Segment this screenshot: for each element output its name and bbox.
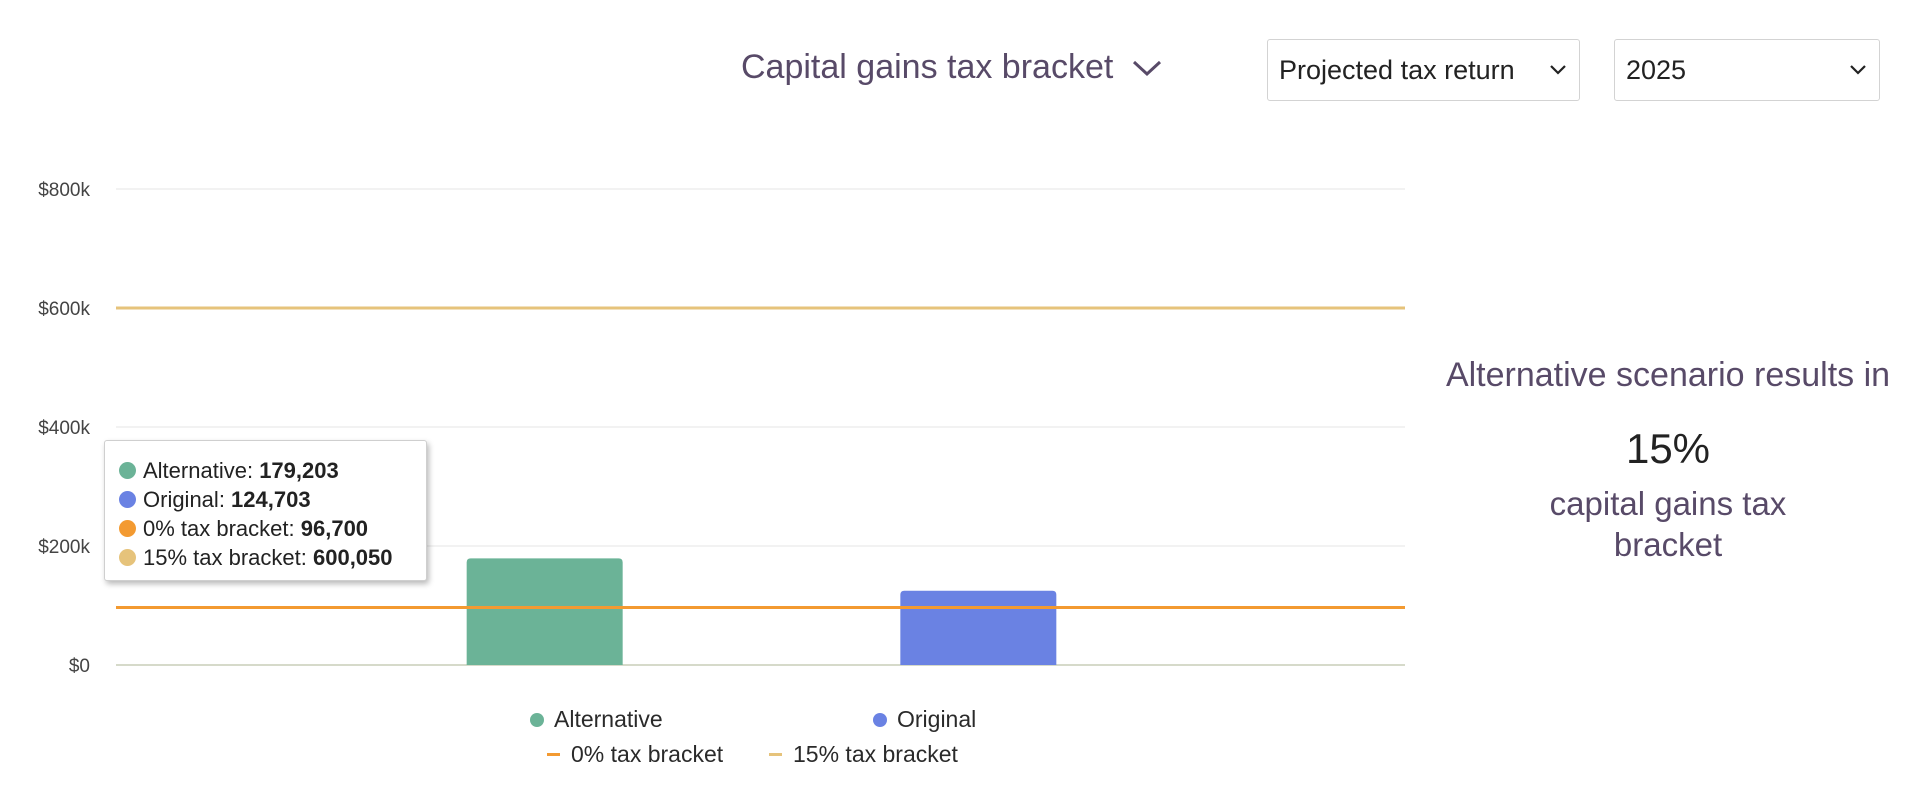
legend-label: 15% tax bracket: [793, 741, 958, 767]
tooltip-value: 600,050: [312, 544, 393, 570]
result-percentage: 15%: [1625, 425, 1711, 472]
reference-lines: [116, 306, 1405, 609]
legend-item-original[interactable]: Original: [873, 706, 976, 733]
tooltip-marker: [119, 549, 136, 566]
tooltip-row: 15% tax bracket: 600,050: [119, 543, 426, 572]
gridlines: [116, 188, 1405, 666]
tooltip-label: Original: [143, 486, 219, 512]
result-intro-text: Alternative scenario results in: [1445, 356, 1891, 394]
chart-type-title: Capital gains tax bracket: [741, 48, 1114, 86]
tooltip-value: 124,703: [231, 486, 311, 512]
tooltip-label: 0% tax bracket: [143, 515, 289, 541]
y-tick-label: $800k: [38, 180, 90, 201]
y-tick-label: $600k: [38, 299, 90, 320]
tax-return-select-value: Projected tax return: [1279, 54, 1515, 85]
legend-marker: [873, 712, 887, 727]
legend-label: Alternative: [554, 706, 663, 732]
result-summary: Alternative scenario results in 15% capi…: [1430, 356, 1906, 565]
tax-return-select[interactable]: Projected tax return: [1267, 39, 1580, 101]
y-axis-ticks: $0 $200k $400k $600k $800k: [38, 180, 90, 677]
legend-label: 0% tax bracket: [571, 741, 724, 767]
tooltip-marker: [119, 491, 136, 508]
bars: [466, 558, 1057, 665]
tooltip-marker: [119, 520, 136, 537]
bar-original: [900, 590, 1057, 665]
tooltip-marker: [119, 462, 136, 479]
tooltip-row: 0% tax bracket: 96,700: [119, 514, 426, 543]
legend-item-alternative[interactable]: Alternative: [530, 706, 663, 733]
legend-item-15-tax-bracket[interactable]: 15% tax bracket: [769, 741, 958, 768]
chevron-down-icon: [1850, 65, 1866, 75]
y-tick-label: $400k: [38, 418, 90, 439]
bar-alternative: [466, 558, 623, 665]
chart-tooltip: Alternative: 179,203 Original: 124,703 0…: [104, 440, 427, 581]
y-tick-label: $0: [69, 656, 90, 677]
legend-marker: [547, 753, 560, 756]
tooltip-label: Alternative: [143, 457, 247, 483]
year-select[interactable]: 2025: [1614, 39, 1880, 101]
tooltip-row: Alternative: 179,203: [119, 456, 426, 485]
legend-marker: [530, 712, 544, 727]
tooltip-row: Original: 124,703: [119, 485, 426, 514]
y-tick-label: $200k: [38, 537, 90, 558]
legend-item-0-tax-bracket[interactable]: 0% tax bracket: [547, 741, 723, 768]
tooltip-value: 96,700: [300, 515, 369, 541]
result-description: capital gains tax bracket: [1549, 485, 1787, 563]
chevron-down-icon: [1550, 65, 1566, 75]
legend-label: Original: [897, 706, 977, 732]
bar-chart: $0 $200k $400k $600k $800k: [38, 180, 1405, 677]
chevron-down-icon: [1133, 60, 1162, 76]
tooltip-value: 179,203: [259, 457, 339, 483]
legend-marker: [769, 753, 782, 756]
tooltip-label: 15% tax bracket: [143, 544, 301, 570]
chart-type-selector[interactable]: Capital gains tax bracket: [741, 48, 1163, 87]
year-select-value: 2025: [1626, 54, 1687, 85]
